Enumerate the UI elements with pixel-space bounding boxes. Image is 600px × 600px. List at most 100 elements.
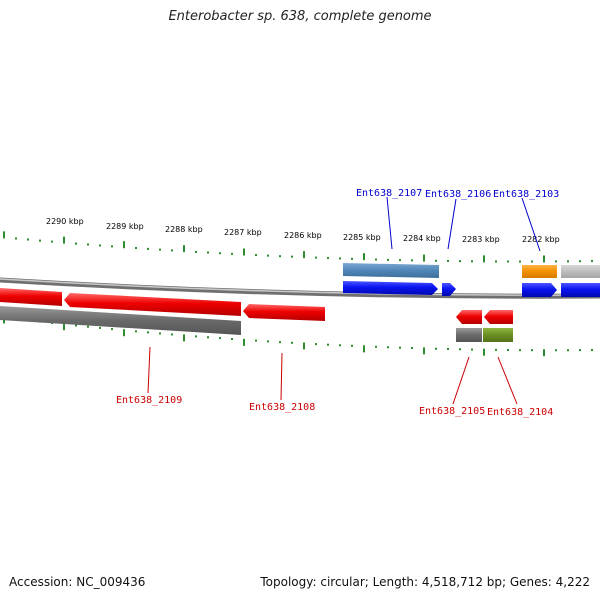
scale-tick bbox=[111, 245, 113, 248]
scale-tick bbox=[279, 255, 281, 258]
scale-tick bbox=[531, 260, 533, 263]
gene-label-reverse[interactable]: Ent638_2108 bbox=[249, 402, 315, 413]
scale-tick bbox=[471, 260, 473, 263]
scale-tick bbox=[471, 348, 473, 351]
scale-tick bbox=[435, 259, 437, 262]
gene-arrow-reverse[interactable] bbox=[456, 310, 482, 324]
feature-bar-orange[interactable] bbox=[522, 265, 557, 278]
scale-tick bbox=[75, 324, 77, 327]
scale-tick bbox=[387, 258, 389, 261]
scale-tick bbox=[315, 256, 317, 259]
scale-label: 2290 kbp bbox=[46, 217, 84, 226]
scale-tick bbox=[99, 244, 101, 247]
scale-tick bbox=[207, 251, 209, 254]
gene-label-reverse[interactable]: Ent638_2105 bbox=[419, 406, 485, 417]
scale-tick bbox=[519, 260, 521, 263]
scale-tick bbox=[195, 335, 197, 338]
scale-tick bbox=[63, 323, 65, 331]
scale-label: 2284 kbp bbox=[403, 234, 441, 243]
scale-label: 2288 kbp bbox=[165, 225, 203, 234]
label-leader bbox=[147, 346, 151, 394]
map-title: Enterobacter sp. 638, complete genome bbox=[168, 9, 432, 24]
scale-tick bbox=[159, 248, 161, 251]
scale-tick bbox=[39, 239, 41, 242]
scale-tick bbox=[207, 336, 209, 339]
scale-tick bbox=[507, 260, 509, 263]
scale-tick bbox=[531, 349, 533, 352]
scale-tick bbox=[375, 345, 377, 348]
scale-tick bbox=[459, 260, 461, 263]
gene-label-forward[interactable]: Ent638_2103 bbox=[493, 189, 559, 200]
scale-tick bbox=[399, 259, 401, 262]
feature-bar-light-grey[interactable] bbox=[561, 265, 600, 278]
scale-tick bbox=[135, 330, 137, 333]
gene-arrow-reverse[interactable] bbox=[484, 310, 513, 324]
scale-ruler-upper bbox=[3, 231, 593, 263]
scale-tick bbox=[147, 247, 149, 250]
label-leader bbox=[452, 356, 470, 405]
scale-tick bbox=[327, 343, 329, 346]
scale-tick bbox=[447, 259, 449, 262]
feature-bar-olive[interactable] bbox=[483, 328, 513, 342]
scale-tick bbox=[411, 347, 413, 350]
gene-arrow-reverse[interactable] bbox=[243, 304, 325, 321]
scale-tick bbox=[579, 349, 581, 352]
scale-tick bbox=[447, 348, 449, 351]
scale-tick bbox=[495, 260, 497, 263]
feature-bar-grey[interactable] bbox=[456, 328, 482, 342]
gene-arrow-reverse[interactable] bbox=[64, 293, 241, 316]
scale-tick bbox=[519, 349, 521, 352]
scale-tick bbox=[423, 254, 425, 262]
scale-tick bbox=[147, 331, 149, 334]
scale-tick bbox=[483, 255, 485, 263]
scale-tick bbox=[123, 241, 125, 249]
scale-ruler-lower bbox=[3, 316, 593, 357]
scale-tick bbox=[483, 348, 485, 356]
scale-tick bbox=[267, 254, 269, 257]
scale-tick bbox=[363, 345, 365, 353]
scale-tick bbox=[291, 341, 293, 344]
scale-tick bbox=[219, 337, 221, 340]
gene-arrow-forward[interactable] bbox=[343, 281, 438, 295]
scale-tick bbox=[183, 334, 185, 342]
scale-tick bbox=[591, 260, 593, 263]
gene-label-forward[interactable]: Ent638_2107 bbox=[356, 188, 422, 199]
scale-tick bbox=[591, 349, 593, 352]
gene-arrow-forward[interactable] bbox=[442, 283, 456, 296]
gene-arrow-reverse[interactable] bbox=[0, 288, 62, 306]
scale-label: 2282 kbp bbox=[522, 235, 560, 244]
scale-tick bbox=[231, 252, 233, 255]
scale-tick bbox=[399, 346, 401, 349]
genome-backbone bbox=[0, 277, 600, 299]
gene-arrow-forward[interactable] bbox=[522, 283, 557, 297]
scale-tick bbox=[171, 333, 173, 336]
scale-tick bbox=[3, 231, 5, 239]
scale-tick bbox=[303, 251, 305, 259]
scale-tick bbox=[567, 349, 569, 352]
scale-tick bbox=[459, 348, 461, 351]
scale-label: 2289 kbp bbox=[106, 222, 144, 231]
gene-arrow-forward[interactable] bbox=[561, 283, 600, 297]
scale-tick bbox=[27, 238, 29, 241]
scale-tick bbox=[315, 343, 317, 346]
scale-tick bbox=[351, 344, 353, 347]
label-leader bbox=[497, 356, 518, 405]
scale-tick bbox=[363, 253, 365, 261]
scale-tick bbox=[171, 249, 173, 252]
feature-bar-grey[interactable] bbox=[0, 306, 241, 335]
scale-tick bbox=[411, 259, 413, 262]
scale-label: 2283 kbp bbox=[462, 235, 500, 244]
scale-tick bbox=[555, 349, 557, 352]
scale-tick bbox=[135, 247, 137, 250]
label-leader bbox=[280, 352, 283, 401]
scale-tick bbox=[87, 243, 89, 246]
gene-label-forward[interactable]: Ent638_2106 bbox=[425, 189, 491, 200]
scale-tick bbox=[243, 338, 245, 346]
gene-label-reverse[interactable]: Ent638_2104 bbox=[487, 407, 553, 418]
scale-tick bbox=[123, 329, 125, 337]
scale-tick bbox=[387, 346, 389, 349]
gene-label-reverse[interactable]: Ent638_2109 bbox=[116, 395, 182, 406]
scale-tick bbox=[339, 344, 341, 347]
feature-bar-blue[interactable] bbox=[343, 263, 439, 278]
